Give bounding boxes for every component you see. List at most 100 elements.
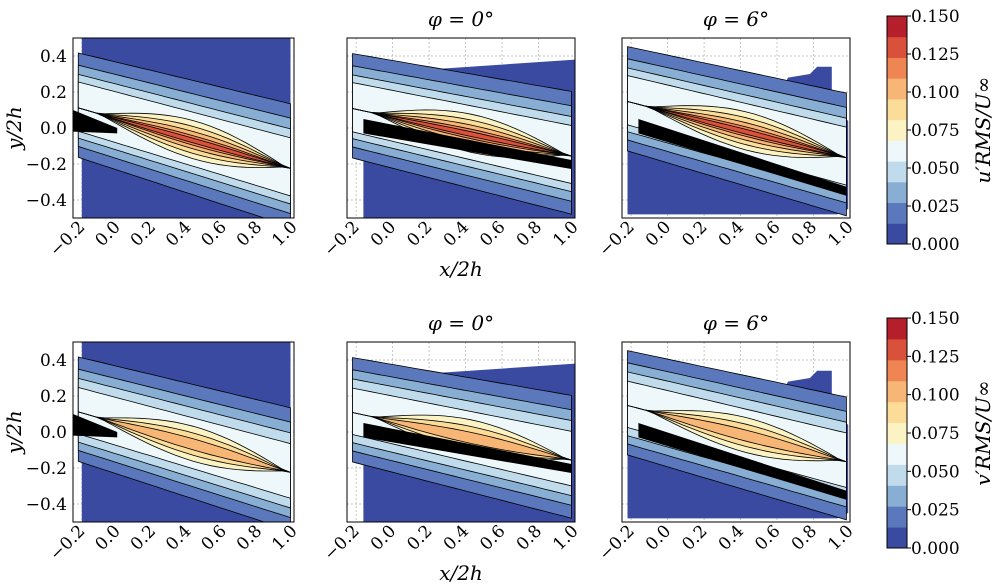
x-tick-label: 1.0 — [824, 521, 857, 554]
x-tick-label: 0.4 — [440, 521, 473, 554]
x-tick-label: 0.8 — [513, 521, 546, 554]
x-tick-label: 0.6 — [751, 217, 784, 250]
colorbar-segment — [887, 57, 907, 78]
colorbar-segment — [887, 16, 907, 37]
colorbar-1: 0.150 0.125 0.100 0.075 0.050 0.025 0.000 v′RMS… — [887, 309, 995, 559]
panel-title: φ = 6° — [703, 7, 769, 31]
x-tick-label: −0.2 — [46, 521, 89, 564]
y-tick-label: −0.2 — [26, 459, 67, 479]
x-tick-label: 0.2 — [678, 217, 711, 250]
x-axis-label: x/2h — [439, 257, 483, 281]
field — [353, 54, 576, 218]
y-axis-label: y/2h — [2, 106, 26, 151]
colorbar-segment — [887, 360, 907, 381]
colorbar-tick-label: 0.075 — [911, 121, 960, 141]
colorbar-segment — [887, 318, 907, 339]
panel-1-1: −0.2 0.0 0.2 0.4 0.6 0.8 1.0 φ = 0° x/2h — [320, 311, 582, 585]
x-tick-label: 0.2 — [403, 217, 436, 250]
colorbar-segment — [887, 527, 907, 548]
x-tick-label: 0.8 — [513, 217, 546, 250]
colorbar-tick-label: 0.025 — [911, 197, 960, 217]
x-tick-label: 0.4 — [162, 521, 195, 554]
y-tick-label: 0.4 — [40, 47, 67, 67]
field — [73, 38, 291, 227]
colorbar-tick-label: 0.075 — [911, 424, 960, 444]
x-tick-label: 0.6 — [198, 217, 231, 250]
colorbar-segment — [887, 203, 907, 224]
y-tick-label: 0.2 — [40, 83, 67, 103]
y-tick-label: 0.2 — [40, 387, 67, 407]
panel-title: φ = 0° — [428, 7, 494, 31]
colorbar-segment — [887, 120, 907, 141]
colorbar-tick-label: 0.050 — [911, 462, 960, 482]
colorbar-tick-label: 0.100 — [911, 83, 960, 103]
panel-0-1: −0.2 0.0 0.2 0.4 0.6 0.8 1.0 φ = 0° x/2h — [320, 7, 582, 281]
x-tick-label: 0.0 — [642, 217, 675, 250]
x-tick-label: 0.0 — [367, 217, 400, 250]
panel-title: φ = 0° — [428, 311, 494, 335]
y-tick-label: −0.4 — [26, 191, 67, 211]
field — [628, 351, 849, 520]
x-tick-label: 0.4 — [162, 217, 195, 250]
x-tick-label: −0.2 — [320, 521, 363, 564]
colorbar-tick-label: 0.000 — [911, 235, 960, 255]
colorbar-tick-label: 0.100 — [911, 386, 960, 406]
y-tick-label: 0.0 — [40, 423, 67, 443]
colorbar-segment — [887, 182, 907, 203]
colorbar-segment — [887, 506, 907, 527]
colorbar-label: u′RMS/U∞ — [971, 77, 995, 184]
y-tick-label: −0.4 — [26, 495, 67, 515]
x-tick-label: −0.2 — [595, 217, 638, 260]
colorbar-tick-label: 0.000 — [911, 539, 960, 559]
x-tick-label: 1.0 — [268, 521, 301, 554]
x-tick-label: 0.8 — [788, 217, 821, 250]
x-tick-label: 0.6 — [198, 521, 231, 554]
colorbar-segment — [887, 161, 907, 182]
panel-1-0: −0.2 0.0 0.2 0.4 0.6 0.8 1.00.40.20.0−0.2−0.4y… — [2, 342, 302, 565]
x-tick-label: 0.0 — [642, 521, 675, 554]
colorbar-segment — [887, 140, 907, 161]
x-tick-label: 0.0 — [367, 521, 400, 554]
panel-0-0: −0.2 0.0 0.2 0.4 0.6 0.8 1.00.40.20.0−0.2−0.4y… — [2, 38, 302, 261]
colorbar-0: 0.150 0.125 0.100 0.075 0.050 0.025 0.000 u′RMS… — [887, 7, 995, 255]
x-tick-label: 0.2 — [678, 521, 711, 554]
x-tick-label: 1.0 — [268, 217, 301, 250]
x-tick-label: −0.2 — [46, 217, 89, 260]
colorbar-tick-label: 0.150 — [911, 7, 960, 27]
x-tick-label: 0.8 — [233, 217, 266, 250]
x-tick-label: −0.2 — [595, 521, 638, 564]
y-tick-label: 0.4 — [40, 351, 67, 371]
field — [73, 342, 291, 531]
y-axis-label: y/2h — [2, 410, 26, 455]
colorbar-segment — [887, 485, 907, 506]
panel-0-2: −0.2 0.0 0.2 0.4 0.6 0.8 1.0 φ = 6° — [595, 7, 857, 261]
x-tick-label: 0.6 — [476, 217, 509, 250]
colorbar-segment — [887, 443, 907, 464]
x-tick-label: 0.0 — [91, 521, 124, 554]
x-tick-label: 0.0 — [91, 217, 124, 250]
colorbar-segment — [887, 339, 907, 360]
colorbar-label: v′RMS/U∞ — [971, 380, 995, 485]
field — [628, 47, 849, 216]
colorbar-segment — [887, 37, 907, 58]
x-tick-label: 1.0 — [549, 521, 582, 554]
x-tick-label: 0.6 — [476, 521, 509, 554]
colorbar-segment — [887, 99, 907, 120]
x-tick-label: 0.2 — [127, 521, 160, 554]
x-tick-label: 0.4 — [715, 217, 748, 250]
y-tick-label: −0.2 — [26, 155, 67, 175]
x-axis-label: x/2h — [439, 561, 483, 585]
x-tick-label: 0.8 — [233, 521, 266, 554]
x-tick-label: 0.4 — [440, 217, 473, 250]
field — [353, 358, 576, 522]
colorbar-tick-label: 0.125 — [911, 45, 960, 65]
colorbar-tick-label: 0.150 — [911, 309, 960, 329]
panel-1-2: −0.2 0.0 0.2 0.4 0.6 0.8 1.0 φ = 6° — [595, 311, 857, 565]
colorbar-tick-label: 0.050 — [911, 159, 960, 179]
panel-title: φ = 6° — [703, 311, 769, 335]
colorbar-tick-label: 0.025 — [911, 501, 960, 521]
colorbar-segment — [887, 464, 907, 485]
colorbar-segment — [887, 78, 907, 99]
x-tick-label: 0.6 — [751, 521, 784, 554]
x-tick-label: 0.8 — [788, 521, 821, 554]
